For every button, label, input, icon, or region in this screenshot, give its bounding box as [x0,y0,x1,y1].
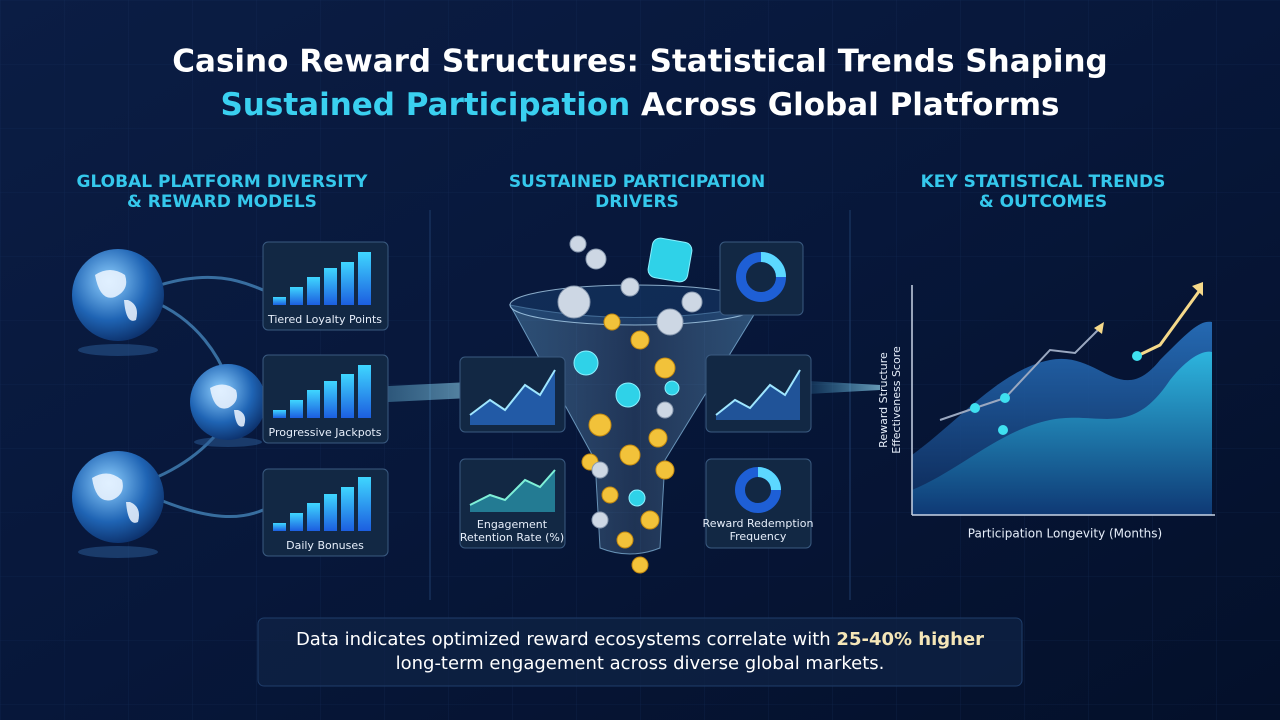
trend-chart: Reward Structure Effectiveness Score Par… [877,282,1215,541]
section-heading: SUSTAINED PARTICIPATION [509,172,765,192]
section-heading: & REWARD MODELS [127,192,317,212]
footer-highlight: 25-40% higher [836,629,984,650]
reward-card: Daily Bonuses [262,468,389,557]
title-rest: Across Global Platforms [630,87,1059,123]
driver-card [705,354,812,433]
driver-card [719,241,804,316]
card-label: Progressive Jackpots [269,426,382,439]
card-label: Frequency [730,530,787,543]
funnel [509,235,762,574]
driver-card: Reward Redemption Frequency [703,458,814,549]
footer-text: Data indicates optimized reward ecosyste… [296,629,984,650]
footer-text: long-term engagement across diverse glob… [396,653,885,674]
card-label: Engagement [477,518,548,531]
title: Sustained Participation Across Global Pl… [220,87,1059,123]
section-heading: DRIVERS [595,192,679,212]
title-highlight: Sustained Participation [220,87,630,123]
card-label: Daily Bonuses [286,539,364,552]
x-axis-label: Participation Longevity (Months) [968,527,1162,541]
y-axis-label: Reward Structure [877,352,890,448]
card-label: Tiered Loyalty Points [267,313,382,326]
driver-card: Engagement Retention Rate (%) [459,458,566,549]
reward-card: Progressive Jackpots [262,354,389,444]
footer-text: Data indicates optimized reward ecosyste… [296,629,836,650]
footer-box [257,617,1023,687]
card-label: Retention Rate (%) [460,531,564,544]
title: Casino Reward Structures: Statistical Tr… [172,44,1107,80]
reward-card: Tiered Loyalty Points [262,241,389,331]
section-heading: GLOBAL PLATFORM DIVERSITY [77,172,369,192]
card-label: Reward Redemption [703,517,814,530]
y-axis-label: Effectiveness Score [890,346,903,454]
section-heading: & OUTCOMES [979,192,1107,212]
driver-card [459,356,566,433]
section-heading: KEY STATISTICAL TRENDS [921,172,1166,192]
globes [72,249,266,558]
beam [790,380,880,395]
